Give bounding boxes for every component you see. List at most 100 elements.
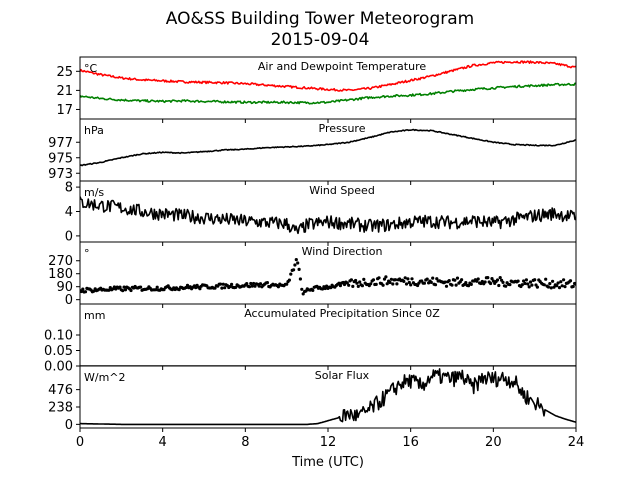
- plot-area: [80, 196, 576, 235]
- data-point: [356, 284, 360, 288]
- y-tick-label: 90: [56, 280, 73, 295]
- data-point: [351, 284, 355, 288]
- data-point: [81, 287, 85, 291]
- y-tick-label: 973: [48, 167, 73, 182]
- data-point: [354, 278, 358, 283]
- panel-5: 0 238 476 0 4 8 12 16 20 24 Solar Flux W/m^2: [48, 365, 585, 450]
- panel-4: 0.000.050.10 Accumulated Precipitation Si…: [44, 303, 577, 375]
- unit-label: W/m^2: [84, 371, 126, 384]
- data-point: [381, 283, 385, 287]
- data-point: [530, 283, 534, 287]
- x-axis-label: Time (UTC): [291, 455, 364, 470]
- data-point: [301, 292, 305, 296]
- unit-label: mm: [84, 309, 105, 322]
- data-point: [444, 284, 449, 288]
- data-point: [287, 278, 291, 282]
- data-point: [293, 263, 297, 267]
- x-tick-label: 0: [76, 435, 84, 450]
- x-tick-label: 24: [568, 435, 585, 450]
- data-point: [325, 284, 329, 288]
- data-point: [433, 283, 438, 287]
- y-tick-label: 476: [48, 383, 73, 398]
- data-point: [406, 277, 410, 281]
- data-point: [460, 278, 464, 282]
- data-point: [450, 283, 454, 287]
- data-point: [265, 281, 269, 285]
- series-0-line: [80, 60, 576, 92]
- data-point: [329, 286, 333, 290]
- data-point: [410, 277, 414, 281]
- data-point: [407, 280, 411, 285]
- data-point: [524, 278, 529, 282]
- plot-area: [80, 128, 576, 167]
- y-tick-label: 8: [65, 181, 73, 196]
- panel-2: 0 4 8 Wind Speed m/s: [65, 180, 577, 246]
- data-point: [454, 283, 458, 287]
- series-0-line: [80, 368, 576, 426]
- data-point: [533, 278, 537, 282]
- data-point: [491, 279, 495, 283]
- data-point: [194, 286, 198, 290]
- data-point: [360, 284, 364, 288]
- data-point: [294, 258, 298, 262]
- data-point: [431, 276, 435, 280]
- data-point: [139, 285, 143, 289]
- data-point: [388, 280, 392, 285]
- y-tick-label: 17: [56, 103, 73, 118]
- panel-title: Wind Direction: [302, 245, 383, 258]
- data-point: [355, 281, 359, 285]
- y-tick-label: 4: [65, 205, 73, 220]
- data-point: [234, 285, 238, 289]
- data-point: [489, 281, 493, 286]
- data-point: [422, 281, 426, 285]
- y-tick-label: 21: [56, 84, 73, 99]
- data-point: [121, 289, 125, 293]
- data-point: [385, 282, 389, 286]
- x-tick-label: 16: [402, 435, 419, 450]
- data-point: [338, 284, 342, 288]
- data-point: [409, 283, 413, 287]
- data-point: [220, 286, 224, 290]
- panel-title: Pressure: [319, 122, 366, 135]
- data-point: [245, 282, 249, 286]
- data-point: [154, 288, 158, 292]
- plot-area: [80, 258, 576, 296]
- data-point: [528, 280, 533, 284]
- data-point: [404, 282, 409, 286]
- data-point: [218, 282, 223, 286]
- panel-frame: [79, 365, 577, 429]
- data-point: [563, 285, 567, 289]
- data-point: [122, 285, 126, 289]
- data-point: [523, 281, 527, 286]
- data-point: [483, 280, 487, 284]
- y-tick-label: 0: [65, 229, 73, 244]
- y-tick-label: 0.05: [44, 344, 73, 359]
- data-point: [522, 279, 526, 283]
- figure-date: 2015-09-04: [271, 30, 370, 50]
- data-point: [213, 286, 217, 290]
- data-point: [497, 283, 501, 288]
- data-point: [435, 277, 439, 281]
- data-point: [155, 285, 159, 289]
- data-point: [542, 283, 546, 287]
- data-point: [464, 281, 468, 285]
- data-point: [476, 277, 480, 281]
- data-point: [508, 283, 512, 287]
- data-point: [258, 282, 263, 286]
- data-point: [429, 280, 433, 284]
- data-point: [447, 279, 451, 283]
- data-point: [358, 280, 362, 284]
- data-point: [249, 281, 253, 286]
- data-point: [371, 278, 376, 282]
- data-point: [416, 283, 420, 288]
- data-point: [562, 278, 566, 282]
- data-point: [369, 282, 373, 286]
- data-point: [403, 276, 407, 280]
- plot-area: [80, 60, 576, 105]
- data-point: [83, 290, 88, 294]
- unit-label: °C: [84, 62, 98, 75]
- series-0-points: [80, 258, 576, 296]
- data-point: [504, 284, 508, 288]
